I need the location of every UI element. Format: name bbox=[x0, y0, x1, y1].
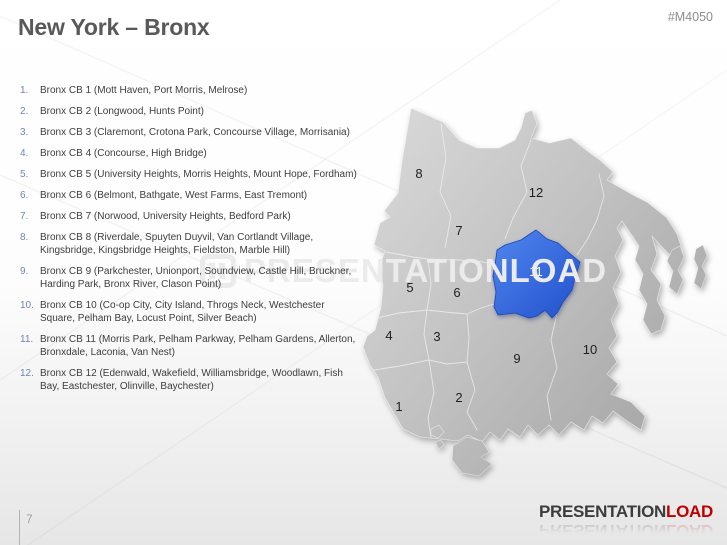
list-item: 3. Bronx CB 3 (Claremont, Crotona Park, C… bbox=[20, 126, 360, 139]
brand-logo-load: LOAD bbox=[666, 502, 713, 521]
brand-logo-text: PRESENTATIONLOAD bbox=[539, 503, 713, 521]
bronx-map: 1 2 3 4 5 6 7 8 9 10 12 11 bbox=[355, 100, 725, 500]
list-item: 12. Bronx CB 12 (Edenwald, Wakefield, Wil… bbox=[20, 367, 360, 393]
map-label-8: 8 bbox=[415, 166, 422, 181]
list-item-text: Bronx CB 11 (Morris Park, Pelham Parkway… bbox=[40, 334, 356, 358]
map-label-7: 7 bbox=[455, 223, 462, 238]
map-label-3: 3 bbox=[433, 329, 440, 344]
list-item-number: 10. bbox=[20, 300, 34, 311]
list-item-number: 8. bbox=[20, 232, 29, 243]
map-label-9: 9 bbox=[513, 351, 520, 366]
map-label-10: 10 bbox=[583, 342, 597, 357]
page-title: New York – Bronx bbox=[18, 14, 210, 40]
list-item-number: 9. bbox=[20, 266, 29, 277]
list-item-text: Bronx CB 3 (Claremont, Crotona Park, Con… bbox=[40, 127, 350, 138]
list-item-number: 5. bbox=[20, 169, 29, 180]
list-item: 9. Bronx CB 9 (Parkchester, Unionport, So… bbox=[20, 265, 360, 291]
map-label-1: 1 bbox=[395, 399, 402, 414]
list-item-number: 6. bbox=[20, 190, 29, 201]
list-item: 1. Bronx CB 1 (Mott Haven, Port Morris, M… bbox=[20, 84, 360, 97]
list-item-number: 1. bbox=[20, 85, 29, 96]
list-item-text: Bronx CB 8 (Riverdale, Spuyten Duyvil, V… bbox=[40, 232, 314, 256]
map-region-11-highlight[interactable] bbox=[492, 229, 581, 319]
list-item-text: Bronx CB 9 (Parkchester, Unionport, Soun… bbox=[40, 266, 352, 290]
list-item-number: 7. bbox=[20, 211, 29, 222]
list-item-text: Bronx CB 2 (Longwood, Hunts Point) bbox=[40, 106, 204, 117]
page-number-divider bbox=[19, 510, 20, 545]
list-item-number: 4. bbox=[20, 148, 29, 159]
map-label-11: 11 bbox=[529, 264, 543, 279]
list-item: 6. Bronx CB 6 (Belmont, Bathgate, West Fa… bbox=[20, 189, 360, 202]
list-item: 8. Bronx CB 8 (Riverdale, Spuyten Duyvil,… bbox=[20, 231, 360, 257]
list-item-number: 11. bbox=[20, 334, 34, 345]
map-label-6: 6 bbox=[453, 285, 460, 300]
template-code: #M4050 bbox=[667, 10, 713, 24]
list-item-text: Bronx CB 5 (University Heights, Morris H… bbox=[40, 169, 357, 180]
list-item: 5. Bronx CB 5 (University Heights, Morris… bbox=[20, 168, 360, 181]
list-item-text: Bronx CB 6 (Belmont, Bathgate, West Farm… bbox=[40, 190, 308, 201]
page-number: 7 bbox=[26, 512, 33, 526]
brand-logo-reflection: PRESENTATIONLOAD bbox=[538, 521, 713, 540]
map-islands bbox=[430, 244, 708, 477]
brand-logo: PRESENTATIONLOAD PRESENTATIONLOAD bbox=[538, 503, 713, 541]
list-item-text: Bronx CB 1 (Mott Haven, Port Morris, Mel… bbox=[40, 85, 248, 96]
list-item: 7. Bronx CB 7 (Norwood, University Height… bbox=[20, 210, 360, 223]
map-label-5: 5 bbox=[406, 280, 413, 295]
list-item: 11. Bronx CB 11 (Morris Park, Pelham Park… bbox=[20, 333, 360, 359]
list-item-number: 2. bbox=[20, 106, 29, 117]
list-item-text: Bronx CB 10 (Co-op City, City Island, Th… bbox=[40, 300, 325, 324]
district-borders bbox=[373, 123, 605, 439]
list-item-text: Bronx CB 7 (Norwood, University Heights,… bbox=[40, 211, 291, 222]
list-item: 4. Bronx CB 4 (Concourse, High Bridge) bbox=[20, 147, 360, 160]
map-label-4: 4 bbox=[385, 328, 392, 343]
map-label-12: 12 bbox=[529, 185, 543, 200]
list-item: 10. Bronx CB 10 (Co-op City, City Island,… bbox=[20, 299, 360, 325]
list-item-text: Bronx CB 12 (Edenwald, Wakefield, Willia… bbox=[40, 368, 343, 392]
list-item-number: 3. bbox=[20, 127, 29, 138]
community-board-list: 1. Bronx CB 1 (Mott Haven, Port Morris, M… bbox=[20, 84, 360, 401]
list-item: 2. Bronx CB 2 (Longwood, Hunts Point) bbox=[20, 105, 360, 118]
list-item-number: 12. bbox=[20, 368, 34, 379]
list-item-text: Bronx CB 4 (Concourse, High Bridge) bbox=[40, 148, 207, 159]
map-label-2: 2 bbox=[455, 390, 462, 405]
brand-logo-presentation: PRESENTATION bbox=[538, 502, 667, 521]
